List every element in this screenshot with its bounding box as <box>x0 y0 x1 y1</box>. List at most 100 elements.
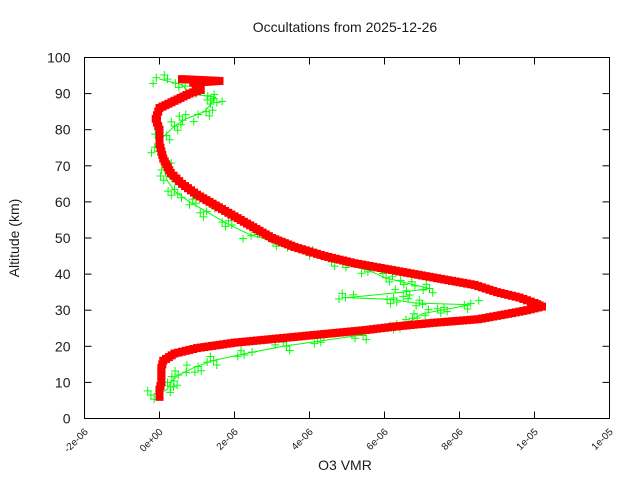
plus-marker <box>474 296 483 305</box>
plus-marker <box>170 122 179 131</box>
plus-marker <box>197 366 206 375</box>
x-tick-label: -2e-06 <box>62 427 91 456</box>
square-marker <box>178 75 186 84</box>
y-axis: 0 10 20 30 40 50 60 70 80 90 100 <box>47 50 610 427</box>
x-tick-label: 4e-06 <box>290 427 316 453</box>
plus-marker <box>169 377 178 385</box>
plus-marker <box>182 368 191 377</box>
plus-marker <box>466 299 475 308</box>
plus-marker <box>218 218 227 227</box>
plus-marker <box>203 91 212 100</box>
plus-marker <box>143 386 152 395</box>
plus-marker <box>209 356 218 365</box>
plus-marker <box>443 307 452 316</box>
y-tick-label: 90 <box>55 86 71 102</box>
plus-marker <box>404 294 413 303</box>
plus-marker <box>202 207 211 216</box>
plus-marker <box>176 120 185 129</box>
x-tick-label: 8e-06 <box>440 427 466 453</box>
y-tick-label: 10 <box>55 374 71 390</box>
plus-marker <box>411 281 419 290</box>
y-axis-label: Altitude (km) <box>6 199 22 278</box>
plus-marker <box>239 234 248 243</box>
plus-marker <box>178 116 187 125</box>
plus-marker <box>196 208 205 217</box>
plus-marker <box>357 269 366 278</box>
plus-marker <box>159 176 168 185</box>
plus-marker <box>173 189 182 198</box>
plus-marker <box>310 339 319 348</box>
plus-marker <box>166 388 175 397</box>
plus-marker <box>316 338 325 347</box>
plus-marker <box>386 299 395 308</box>
plus-marker <box>212 98 221 107</box>
plus-marker <box>171 79 180 88</box>
plus-marker <box>383 295 392 304</box>
plus-marker <box>189 117 198 126</box>
plus-marker <box>177 193 186 202</box>
plus-marker <box>396 276 405 285</box>
plus-marker <box>160 70 169 79</box>
plus-marker <box>146 391 155 400</box>
plus-marker <box>152 73 161 82</box>
series-profile-red <box>151 75 546 401</box>
plus-marker <box>433 304 442 313</box>
plus-marker <box>436 309 445 317</box>
plus-marker <box>212 360 221 369</box>
plus-marker <box>208 106 217 115</box>
plus-marker <box>163 75 172 84</box>
plus-marker <box>165 135 174 144</box>
plus-marker <box>439 303 448 312</box>
series-profile-green <box>143 70 483 404</box>
plus-marker <box>399 280 408 289</box>
plus-marker <box>218 97 227 106</box>
plus-marker <box>185 200 194 209</box>
plus-marker <box>412 301 421 310</box>
plus-marker <box>194 362 203 371</box>
y-tick-label: 50 <box>55 230 71 246</box>
plus-marker <box>391 285 400 294</box>
plus-marker <box>149 79 158 88</box>
plus-marker <box>206 96 215 105</box>
plus-marker <box>170 185 179 194</box>
plus-marker <box>247 231 256 240</box>
plus-marker <box>221 222 230 231</box>
plus-marker <box>282 342 291 351</box>
plus-marker <box>422 280 431 289</box>
plus-marker <box>205 111 214 120</box>
plus-marker <box>407 277 416 286</box>
plus-marker <box>362 335 371 344</box>
plus-marker <box>156 172 165 181</box>
plus-marker <box>175 112 184 121</box>
plus-marker <box>167 372 176 381</box>
plus-marker <box>410 309 418 318</box>
plus-marker <box>206 100 215 109</box>
plus-marker <box>460 300 469 309</box>
plus-marker <box>392 298 401 307</box>
plus-marker <box>240 350 249 359</box>
plus-marker <box>162 131 171 140</box>
x-tick-label: 0e+00 <box>138 427 166 455</box>
chart-title: Occultations from 2025-12-26 <box>253 19 438 35</box>
x-tick-label: 1e-05 <box>590 427 616 453</box>
plus-marker <box>285 346 294 355</box>
plus-marker <box>351 334 360 343</box>
plus-marker <box>233 352 242 361</box>
plus-marker <box>236 346 245 355</box>
x-tick-label: 2e-06 <box>215 427 241 453</box>
y-tick-label: 30 <box>55 302 71 318</box>
plus-marker <box>199 212 208 221</box>
x-axis-label: O3 VMR <box>318 457 372 473</box>
plus-marker <box>166 382 175 391</box>
plus-marker <box>338 289 347 298</box>
y-tick-label: 20 <box>55 338 71 354</box>
plus-marker <box>174 371 183 380</box>
plus-marker <box>415 296 424 305</box>
plus-marker <box>174 83 183 92</box>
plus-marker <box>405 290 414 299</box>
plus-marker <box>202 107 211 116</box>
plus-marker <box>227 220 236 229</box>
y-tick-label: 60 <box>55 194 71 210</box>
plus-marker <box>191 199 200 208</box>
